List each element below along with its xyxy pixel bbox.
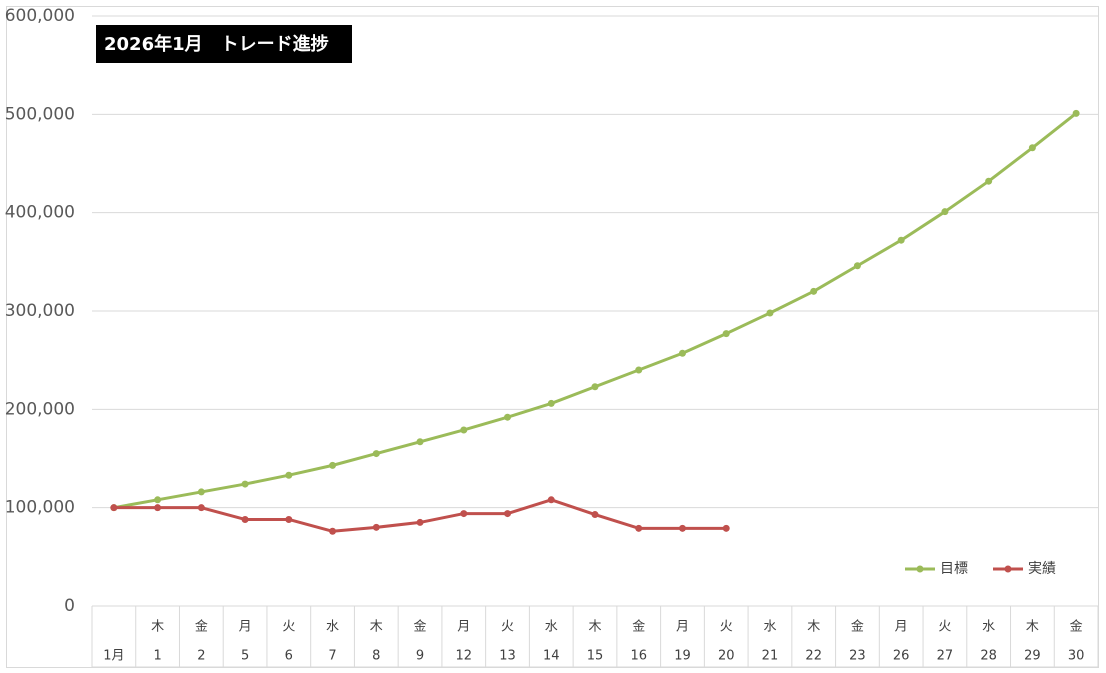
y-tick-label: 400,000 (5, 203, 75, 223)
x-tick-label: 26 (893, 649, 910, 664)
weekday-label: 火 (282, 620, 295, 635)
x-tick-label: 14 (543, 649, 560, 664)
point-marker (897, 236, 905, 244)
x-tick-label: 9 (416, 649, 424, 664)
y-tick-label: 100,000 (5, 498, 75, 518)
point-marker (678, 349, 686, 357)
x-tick-label: 28 (980, 649, 997, 664)
x-tick-label: 20 (718, 649, 735, 664)
x-tick-label: 30 (1068, 649, 1085, 664)
weekday-label: 金 (195, 619, 208, 635)
y-tick-label: 300,000 (5, 301, 75, 321)
weekday-label: 水 (763, 620, 776, 635)
legend-label: 目標 (940, 561, 968, 577)
x-tick-label: 5 (241, 649, 249, 664)
x-tick-label: 19 (674, 649, 691, 664)
point-marker (329, 461, 337, 469)
point-marker (329, 527, 337, 535)
x-tick-label: 21 (762, 649, 779, 664)
weekday-label: 月 (457, 620, 470, 635)
weekday-label: 金 (851, 619, 864, 635)
point-marker (416, 438, 424, 446)
chart-title: 2026年1月 トレード進捗 (104, 33, 329, 55)
point-marker (154, 504, 162, 512)
weekday-label: 火 (501, 620, 514, 635)
x-tick-label: 1 (153, 649, 161, 664)
y-tick-label: 500,000 (5, 104, 75, 124)
series-line (113, 498, 727, 533)
x-tick-label: 15 (587, 649, 604, 664)
y-tick-label: 200,000 (5, 399, 75, 419)
point-marker (504, 413, 512, 421)
weekday-label: 木 (1026, 620, 1039, 635)
point-marker (416, 518, 424, 526)
weekday-label: 月 (676, 620, 689, 635)
weekday-label: 木 (807, 620, 820, 635)
point-marker (197, 504, 205, 512)
x-tick-label: 6 (285, 649, 293, 664)
point-marker (985, 177, 993, 185)
point-marker (285, 471, 293, 479)
point-marker (197, 488, 205, 496)
point-marker (1072, 109, 1080, 117)
weekday-label: 火 (938, 620, 951, 635)
weekday-label: 火 (720, 620, 733, 635)
x-tick-label: 12 (456, 649, 473, 664)
point-marker (591, 383, 599, 391)
legend-label: 実績 (1028, 561, 1056, 577)
legend-marker (916, 565, 924, 573)
weekday-label: 月 (895, 620, 908, 635)
point-marker (810, 287, 818, 295)
point-marker (1028, 144, 1036, 152)
legend-marker (1004, 565, 1012, 573)
point-marker (154, 496, 162, 504)
point-marker (635, 524, 643, 532)
point-marker (504, 510, 512, 518)
weekday-label: 水 (545, 620, 558, 635)
x-tick-label: 13 (499, 649, 516, 664)
point-marker (372, 450, 380, 458)
point-marker (547, 399, 555, 407)
x-tick-label: 29 (1024, 649, 1041, 664)
weekday-label: 月 (239, 620, 252, 635)
x-tick-label: 8 (372, 649, 380, 664)
point-marker (722, 524, 730, 532)
y-tick-label: 0 (64, 596, 75, 616)
weekday-label: 木 (370, 620, 383, 635)
point-marker (547, 496, 555, 504)
y-tick-label: 600,000 (5, 6, 75, 26)
weekday-label: 木 (151, 620, 164, 635)
point-marker (110, 504, 118, 512)
point-marker (722, 330, 730, 338)
point-marker (766, 309, 774, 317)
point-marker (678, 524, 686, 532)
weekday-label: 水 (326, 620, 339, 635)
point-marker (591, 511, 599, 519)
weekday-label: 金 (632, 619, 645, 635)
x-tick-label: 2 (197, 649, 205, 664)
weekday-label: 金 (414, 619, 427, 635)
x-tick-label: 7 (328, 649, 336, 664)
point-marker (635, 366, 643, 374)
point-marker (285, 515, 293, 523)
point-marker (853, 262, 861, 270)
weekday-label: 金 (1070, 619, 1083, 635)
point-marker (941, 208, 949, 216)
point-marker (460, 510, 468, 518)
weekday-label: 水 (982, 620, 995, 635)
point-marker (241, 480, 249, 488)
point-marker (460, 426, 468, 434)
weekday-label: 木 (588, 620, 601, 635)
point-marker (241, 515, 249, 523)
x-tick-label: 23 (849, 649, 866, 664)
x-tick-label: 16 (630, 649, 647, 664)
title-box (96, 25, 352, 63)
x-tick-label: 27 (937, 649, 954, 664)
point-marker (372, 523, 380, 531)
x-tick-label: 22 (805, 649, 822, 664)
x-tick-label: 1月 (103, 649, 124, 664)
